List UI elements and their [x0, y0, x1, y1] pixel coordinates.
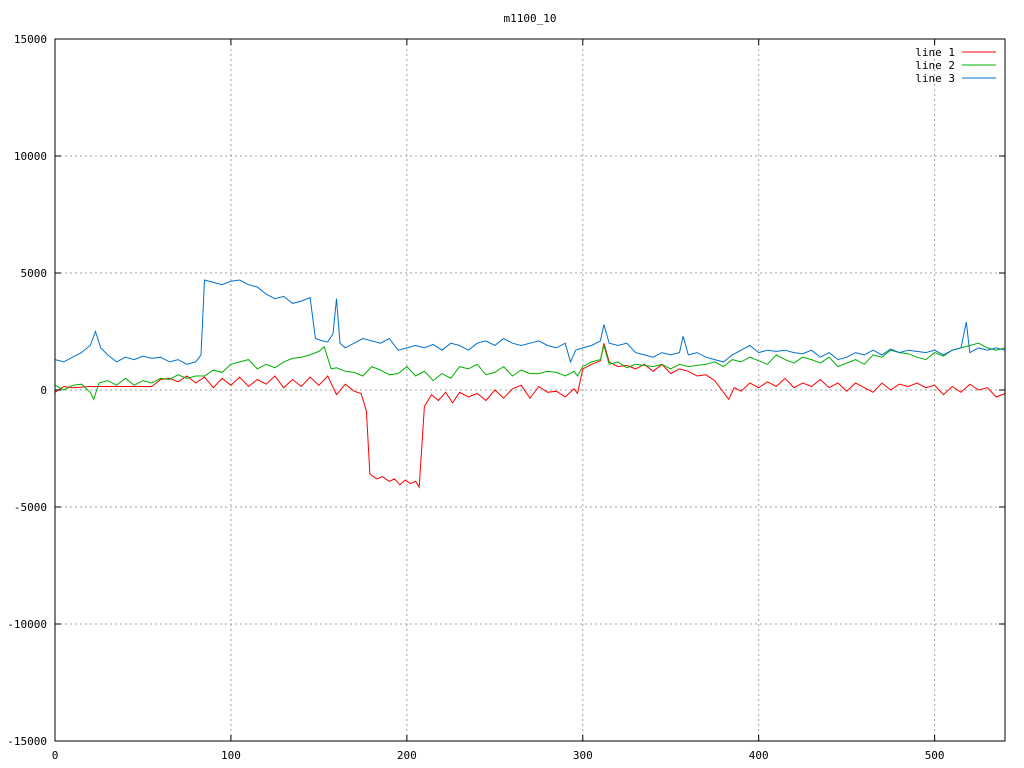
grid: [55, 39, 1005, 741]
y-tick-label: 0: [40, 384, 47, 397]
y-tick-label: 15000: [14, 33, 47, 46]
series-line-3: [54, 279, 1006, 365]
legend-label-3: line 3: [915, 72, 955, 85]
x-tick-label: 500: [925, 749, 945, 762]
axes: -15000 -10000 -5000 0 5000 10000 15000 0 100 200 3…: [7, 33, 1005, 762]
series-layer: [54, 279, 1006, 489]
x-tick-label: 100: [221, 749, 241, 762]
chart-title: m1100_10: [504, 12, 557, 25]
x-tick-label: 300: [573, 749, 593, 762]
y-tick-label: -5000: [14, 501, 47, 514]
y-tick-label: 5000: [21, 267, 48, 280]
x-tick-label: 0: [52, 749, 59, 762]
y-tick-label: -10000: [7, 618, 47, 631]
y-tick-label: 10000: [14, 150, 47, 163]
series-line-2: [54, 342, 1006, 401]
legend-label-2: line 2: [915, 59, 955, 72]
x-tick-label: 400: [749, 749, 769, 762]
legend-label-1: line 1: [915, 46, 955, 59]
series-line-1: [54, 343, 1006, 489]
y-tick-label: -15000: [7, 735, 47, 748]
x-tick-label: 200: [397, 749, 417, 762]
